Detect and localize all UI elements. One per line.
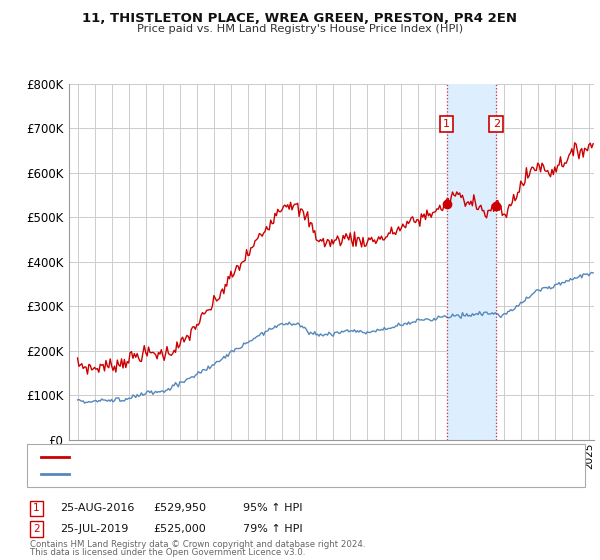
Text: Contains HM Land Registry data © Crown copyright and database right 2024.: Contains HM Land Registry data © Crown c… (30, 540, 365, 549)
Text: This data is licensed under the Open Government Licence v3.0.: This data is licensed under the Open Gov… (30, 548, 305, 557)
Text: £525,000: £525,000 (153, 524, 206, 534)
Text: 95% ↑ HPI: 95% ↑ HPI (243, 503, 302, 514)
Text: 11, THISTLETON PLACE, WREA GREEN, PRESTON, PR4 2EN: 11, THISTLETON PLACE, WREA GREEN, PRESTO… (83, 12, 517, 25)
Text: 1: 1 (443, 119, 450, 129)
Text: 25-JUL-2019: 25-JUL-2019 (60, 524, 128, 534)
Text: 79% ↑ HPI: 79% ↑ HPI (243, 524, 302, 534)
Bar (446, 84, 496, 440)
Text: 11, THISTLETON PLACE, WREA GREEN, PRESTON, PR4 2EN (detached house): 11, THISTLETON PLACE, WREA GREEN, PRESTO… (73, 452, 472, 462)
Text: 2: 2 (493, 119, 500, 129)
Text: HPI: Average price, detached house, Fylde: HPI: Average price, detached house, Fyld… (73, 469, 293, 479)
Text: Price paid vs. HM Land Registry's House Price Index (HPI): Price paid vs. HM Land Registry's House … (137, 24, 463, 34)
Text: £529,950: £529,950 (153, 503, 206, 514)
Text: 25-AUG-2016: 25-AUG-2016 (60, 503, 134, 514)
Text: 1: 1 (33, 503, 40, 514)
Text: 2: 2 (33, 524, 40, 534)
